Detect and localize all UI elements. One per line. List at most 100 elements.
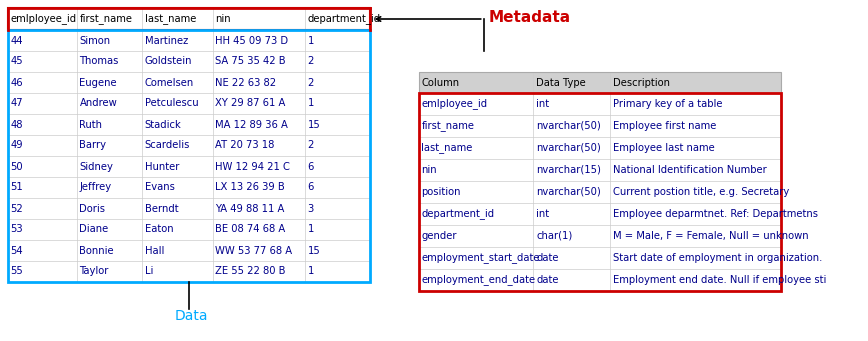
Text: Andrew: Andrew <box>80 99 117 108</box>
Text: 15: 15 <box>307 119 320 130</box>
Text: Start date of employment in organization.: Start date of employment in organization… <box>613 253 822 263</box>
Text: 2: 2 <box>307 77 314 88</box>
Text: int: int <box>536 99 549 109</box>
Text: 3: 3 <box>307 204 313 213</box>
Text: M = Male, F = Female, Null = unknown: M = Male, F = Female, Null = unknown <box>613 231 809 241</box>
Text: gender: gender <box>421 231 457 241</box>
Text: last_name: last_name <box>421 143 473 153</box>
Text: 55: 55 <box>10 267 23 277</box>
Text: 44: 44 <box>10 35 23 45</box>
Text: HW 12 94 21 C: HW 12 94 21 C <box>215 162 291 172</box>
Bar <box>8 30 370 282</box>
Text: 1: 1 <box>307 35 314 45</box>
Text: nvarchar(50): nvarchar(50) <box>536 121 601 131</box>
Text: SA 75 35 42 B: SA 75 35 42 B <box>215 57 286 66</box>
Text: Current postion title, e.g. Secretary: Current postion title, e.g. Secretary <box>613 187 789 197</box>
Text: WW 53 77 68 A: WW 53 77 68 A <box>215 246 293 255</box>
Text: 48: 48 <box>10 119 23 130</box>
Text: Evans: Evans <box>145 182 174 193</box>
Text: 45: 45 <box>10 57 23 66</box>
Text: last_name: last_name <box>145 14 196 25</box>
Text: nvarchar(15): nvarchar(15) <box>536 165 602 175</box>
Text: ZE 55 22 80 B: ZE 55 22 80 B <box>215 267 286 277</box>
Text: employment_end_date: employment_end_date <box>421 275 536 285</box>
Text: first_name: first_name <box>80 14 133 25</box>
Text: 1: 1 <box>307 99 314 108</box>
Text: department_id: department_id <box>421 209 495 220</box>
Bar <box>8 8 370 282</box>
Bar <box>8 8 370 30</box>
Text: 53: 53 <box>10 224 23 235</box>
Text: BE 08 74 68 A: BE 08 74 68 A <box>215 224 286 235</box>
Text: MA 12 89 36 A: MA 12 89 36 A <box>215 119 288 130</box>
Text: Scardelis: Scardelis <box>145 140 190 150</box>
Text: NE 22 63 82: NE 22 63 82 <box>215 77 277 88</box>
Text: date: date <box>536 253 559 263</box>
Text: Goldstein: Goldstein <box>145 57 192 66</box>
Text: Stadick: Stadick <box>145 119 181 130</box>
Text: 49: 49 <box>10 140 23 150</box>
Text: nvarchar(50): nvarchar(50) <box>536 143 601 153</box>
Text: 2: 2 <box>307 140 314 150</box>
Text: Hall: Hall <box>145 246 164 255</box>
Text: Primary key of a table: Primary key of a table <box>613 99 722 109</box>
Text: 46: 46 <box>10 77 23 88</box>
Text: Li: Li <box>145 267 153 277</box>
Text: Employee last name: Employee last name <box>613 143 714 153</box>
Text: Metadata: Metadata <box>489 11 570 26</box>
Text: Employee first name: Employee first name <box>613 121 716 131</box>
Text: Employee deparmtnet. Ref: Departmetns: Employee deparmtnet. Ref: Departmetns <box>613 209 818 219</box>
Text: int: int <box>536 209 549 219</box>
Bar <box>418 93 780 291</box>
Text: YA 49 88 11 A: YA 49 88 11 A <box>215 204 285 213</box>
Text: 6: 6 <box>307 162 314 172</box>
Text: department_id: department_id <box>307 14 380 25</box>
Text: first_name: first_name <box>421 121 475 131</box>
Text: LX 13 26 39 B: LX 13 26 39 B <box>215 182 286 193</box>
Text: nin: nin <box>421 165 437 175</box>
Text: Sidney: Sidney <box>80 162 114 172</box>
Text: Bonnie: Bonnie <box>80 246 114 255</box>
Text: 54: 54 <box>10 246 23 255</box>
Text: emlployee_id: emlployee_id <box>10 14 76 25</box>
Text: Simon: Simon <box>80 35 110 45</box>
Text: Barry: Barry <box>80 140 107 150</box>
Text: Column: Column <box>421 77 459 88</box>
Text: Diane: Diane <box>80 224 108 235</box>
Text: Martinez: Martinez <box>145 35 187 45</box>
Text: Hunter: Hunter <box>145 162 179 172</box>
Text: Eaton: Eaton <box>145 224 174 235</box>
Text: 1: 1 <box>307 267 314 277</box>
Text: emlployee_id: emlployee_id <box>421 99 488 109</box>
Text: char(1): char(1) <box>536 231 573 241</box>
Bar <box>418 93 780 291</box>
Text: HH 45 09 73 D: HH 45 09 73 D <box>215 35 289 45</box>
Text: Thomas: Thomas <box>80 57 119 66</box>
Text: Taylor: Taylor <box>80 267 108 277</box>
Text: Berndt: Berndt <box>145 204 178 213</box>
Bar <box>418 72 780 93</box>
Text: Jeffrey: Jeffrey <box>80 182 112 193</box>
Text: Comelsen: Comelsen <box>145 77 194 88</box>
Text: 15: 15 <box>307 246 320 255</box>
Text: Ruth: Ruth <box>80 119 102 130</box>
Text: 52: 52 <box>10 204 23 213</box>
Text: employment_start_date: employment_start_date <box>421 253 540 264</box>
Text: Eugene: Eugene <box>80 77 117 88</box>
Text: 51: 51 <box>10 182 23 193</box>
Text: Data: Data <box>174 309 208 323</box>
Text: National Identification Number: National Identification Number <box>613 165 766 175</box>
Text: 6: 6 <box>307 182 314 193</box>
Text: 47: 47 <box>10 99 23 108</box>
Text: position: position <box>421 187 461 197</box>
Text: 50: 50 <box>10 162 23 172</box>
Text: Petculescu: Petculescu <box>145 99 198 108</box>
Text: XY 29 87 61 A: XY 29 87 61 A <box>215 99 286 108</box>
Text: 1: 1 <box>307 224 314 235</box>
Text: Data Type: Data Type <box>536 77 586 88</box>
Text: nvarchar(50): nvarchar(50) <box>536 187 601 197</box>
Text: nin: nin <box>215 14 231 24</box>
Text: Doris: Doris <box>80 204 106 213</box>
Text: Description: Description <box>613 77 670 88</box>
Text: date: date <box>536 275 559 285</box>
